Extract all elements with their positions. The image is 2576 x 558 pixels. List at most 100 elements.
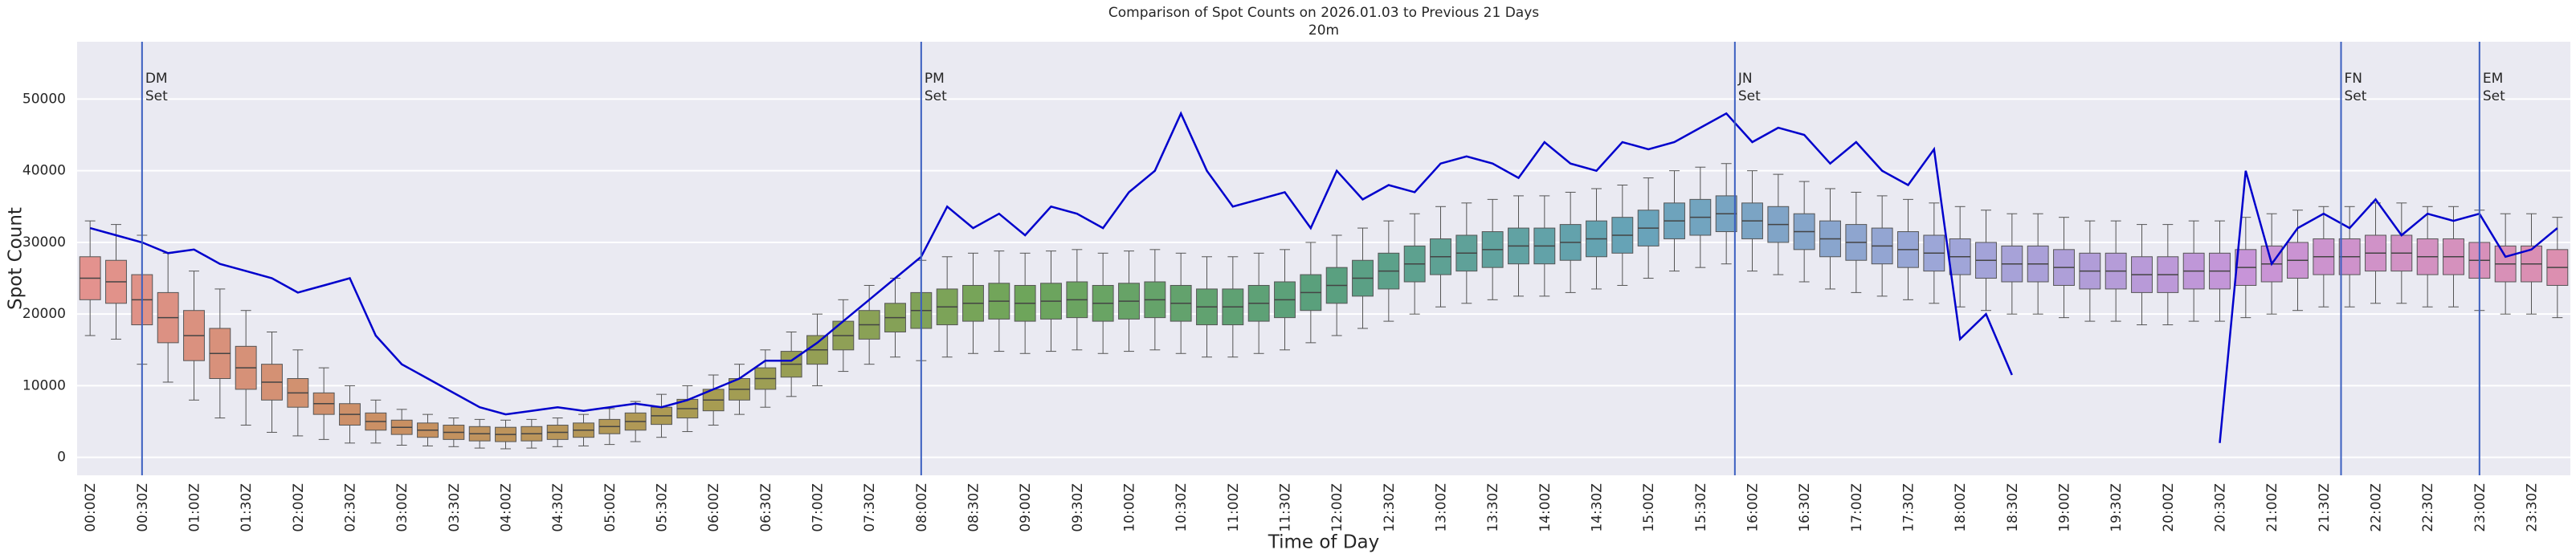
x-tick-label: 08:00Z xyxy=(914,483,930,532)
x-tick-label: 22:30Z xyxy=(2420,483,2436,532)
x-tick-label: 21:30Z xyxy=(2317,483,2333,532)
box-group xyxy=(1430,206,1451,308)
x-tick-label: 18:30Z xyxy=(2005,483,2021,532)
box-group xyxy=(1403,213,1426,315)
box-group xyxy=(2390,202,2413,304)
box-group xyxy=(806,313,828,386)
box-group xyxy=(1845,191,1868,293)
box-group xyxy=(988,250,1010,352)
x-tick-label: 13:30Z xyxy=(1485,483,1501,532)
y-tick-label: 10000 xyxy=(22,377,66,393)
x-tick-label: 03:30Z xyxy=(447,483,463,532)
box-group xyxy=(1923,202,1945,304)
box-group xyxy=(2001,213,2023,315)
box-group xyxy=(1793,181,1815,283)
x-tick-label: 18:00Z xyxy=(1953,483,1969,532)
x-tick-label: 05:30Z xyxy=(655,483,671,532)
box-group xyxy=(1741,170,1763,272)
x-tick-label: 11:00Z xyxy=(1226,483,1242,532)
box-group xyxy=(1014,252,1036,354)
x-tick-label: 17:00Z xyxy=(1849,483,1865,532)
event-label: Set xyxy=(145,88,168,104)
x-tick-label: 07:00Z xyxy=(810,483,827,532)
box-group xyxy=(235,310,257,426)
x-tick-label: 07:30Z xyxy=(862,483,878,532)
event-label: FN xyxy=(2344,71,2362,87)
box-group xyxy=(1949,206,1971,308)
box-group xyxy=(1481,198,1504,300)
x-tick-label: 20:00Z xyxy=(2161,483,2177,532)
box-group xyxy=(2287,210,2309,312)
box-group xyxy=(546,417,569,447)
x-tick-label: 06:00Z xyxy=(706,483,722,532)
box-group xyxy=(936,256,958,358)
event-label: Set xyxy=(2483,88,2505,104)
box-group xyxy=(1300,242,1322,344)
y-tick-label: 50000 xyxy=(22,91,66,107)
box-group xyxy=(1767,173,1790,275)
box-group xyxy=(209,288,231,419)
box-group xyxy=(2313,206,2335,308)
x-tick-label: 03:00Z xyxy=(394,483,410,532)
x-tick-label: 11:30Z xyxy=(1278,483,1294,532)
x-tick-label: 14:00Z xyxy=(1537,483,1553,532)
box-group xyxy=(1897,198,1919,300)
box-group xyxy=(495,419,516,450)
box-group xyxy=(1222,256,1244,358)
x-tick-label: 00:00Z xyxy=(83,483,99,532)
box-group xyxy=(1559,191,1582,293)
box-group xyxy=(365,399,387,444)
box-group xyxy=(1455,202,1478,304)
x-tick-label: 00:30Z xyxy=(135,483,151,532)
box-group xyxy=(1170,252,1192,354)
event-label: DM xyxy=(145,71,168,87)
y-tick-label: 20000 xyxy=(22,306,66,322)
x-tick-label: 02:30Z xyxy=(343,483,359,532)
chart-title: Comparison of Spot Counts on 2026.01.03 … xyxy=(1108,5,1539,21)
x-tick-label: 04:00Z xyxy=(499,483,515,532)
x-tick-label: 01:00Z xyxy=(187,483,203,532)
x-tick-label: 16:30Z xyxy=(1797,483,1813,532)
x-tick-label: 02:00Z xyxy=(291,483,307,532)
box-group xyxy=(1196,256,1218,358)
box-group xyxy=(573,413,594,446)
box-group xyxy=(2235,217,2257,319)
box-group xyxy=(261,331,283,433)
chart-subtitle: 20m xyxy=(1308,22,1339,39)
x-tick-label: 12:00Z xyxy=(1329,483,1345,532)
box-group xyxy=(1508,195,1529,297)
box-group xyxy=(443,417,465,447)
x-tick-label: 23:30Z xyxy=(2525,483,2541,532)
x-tick-label: 20:30Z xyxy=(2213,483,2229,532)
box-group xyxy=(1352,227,1374,329)
x-tick-label: 12:30Z xyxy=(1382,483,1398,532)
box-group xyxy=(1274,249,1296,351)
box-group xyxy=(2131,224,2153,326)
x-tick-label: 17:30Z xyxy=(1901,483,1917,532)
box-group xyxy=(157,252,179,383)
box-group xyxy=(1975,210,1997,312)
x-tick-label: 10:30Z xyxy=(1174,483,1190,532)
x-tick-label: 01:30Z xyxy=(239,483,255,532)
box-group xyxy=(624,401,647,442)
box-group xyxy=(1144,249,1166,351)
box-group xyxy=(312,367,335,440)
y-tick-label: 30000 xyxy=(22,234,66,250)
box-group xyxy=(2182,220,2205,322)
x-tick-label: 19:30Z xyxy=(2109,483,2125,532)
box-group xyxy=(2365,202,2386,304)
box-group xyxy=(754,349,777,408)
box-group xyxy=(1040,250,1062,352)
box-group xyxy=(417,413,439,446)
x-axis-label: Time of Day xyxy=(1268,532,1380,553)
box-group xyxy=(2494,213,2517,315)
box-group xyxy=(1819,188,1841,290)
x-tick-label: 15:00Z xyxy=(1641,483,1657,532)
x-tick-label: 04:30Z xyxy=(550,483,566,532)
box-group xyxy=(2338,206,2361,308)
event-label: Set xyxy=(1738,88,1761,104)
plot-area xyxy=(77,42,2570,475)
box-group xyxy=(468,418,491,449)
event-label: Set xyxy=(925,88,947,104)
